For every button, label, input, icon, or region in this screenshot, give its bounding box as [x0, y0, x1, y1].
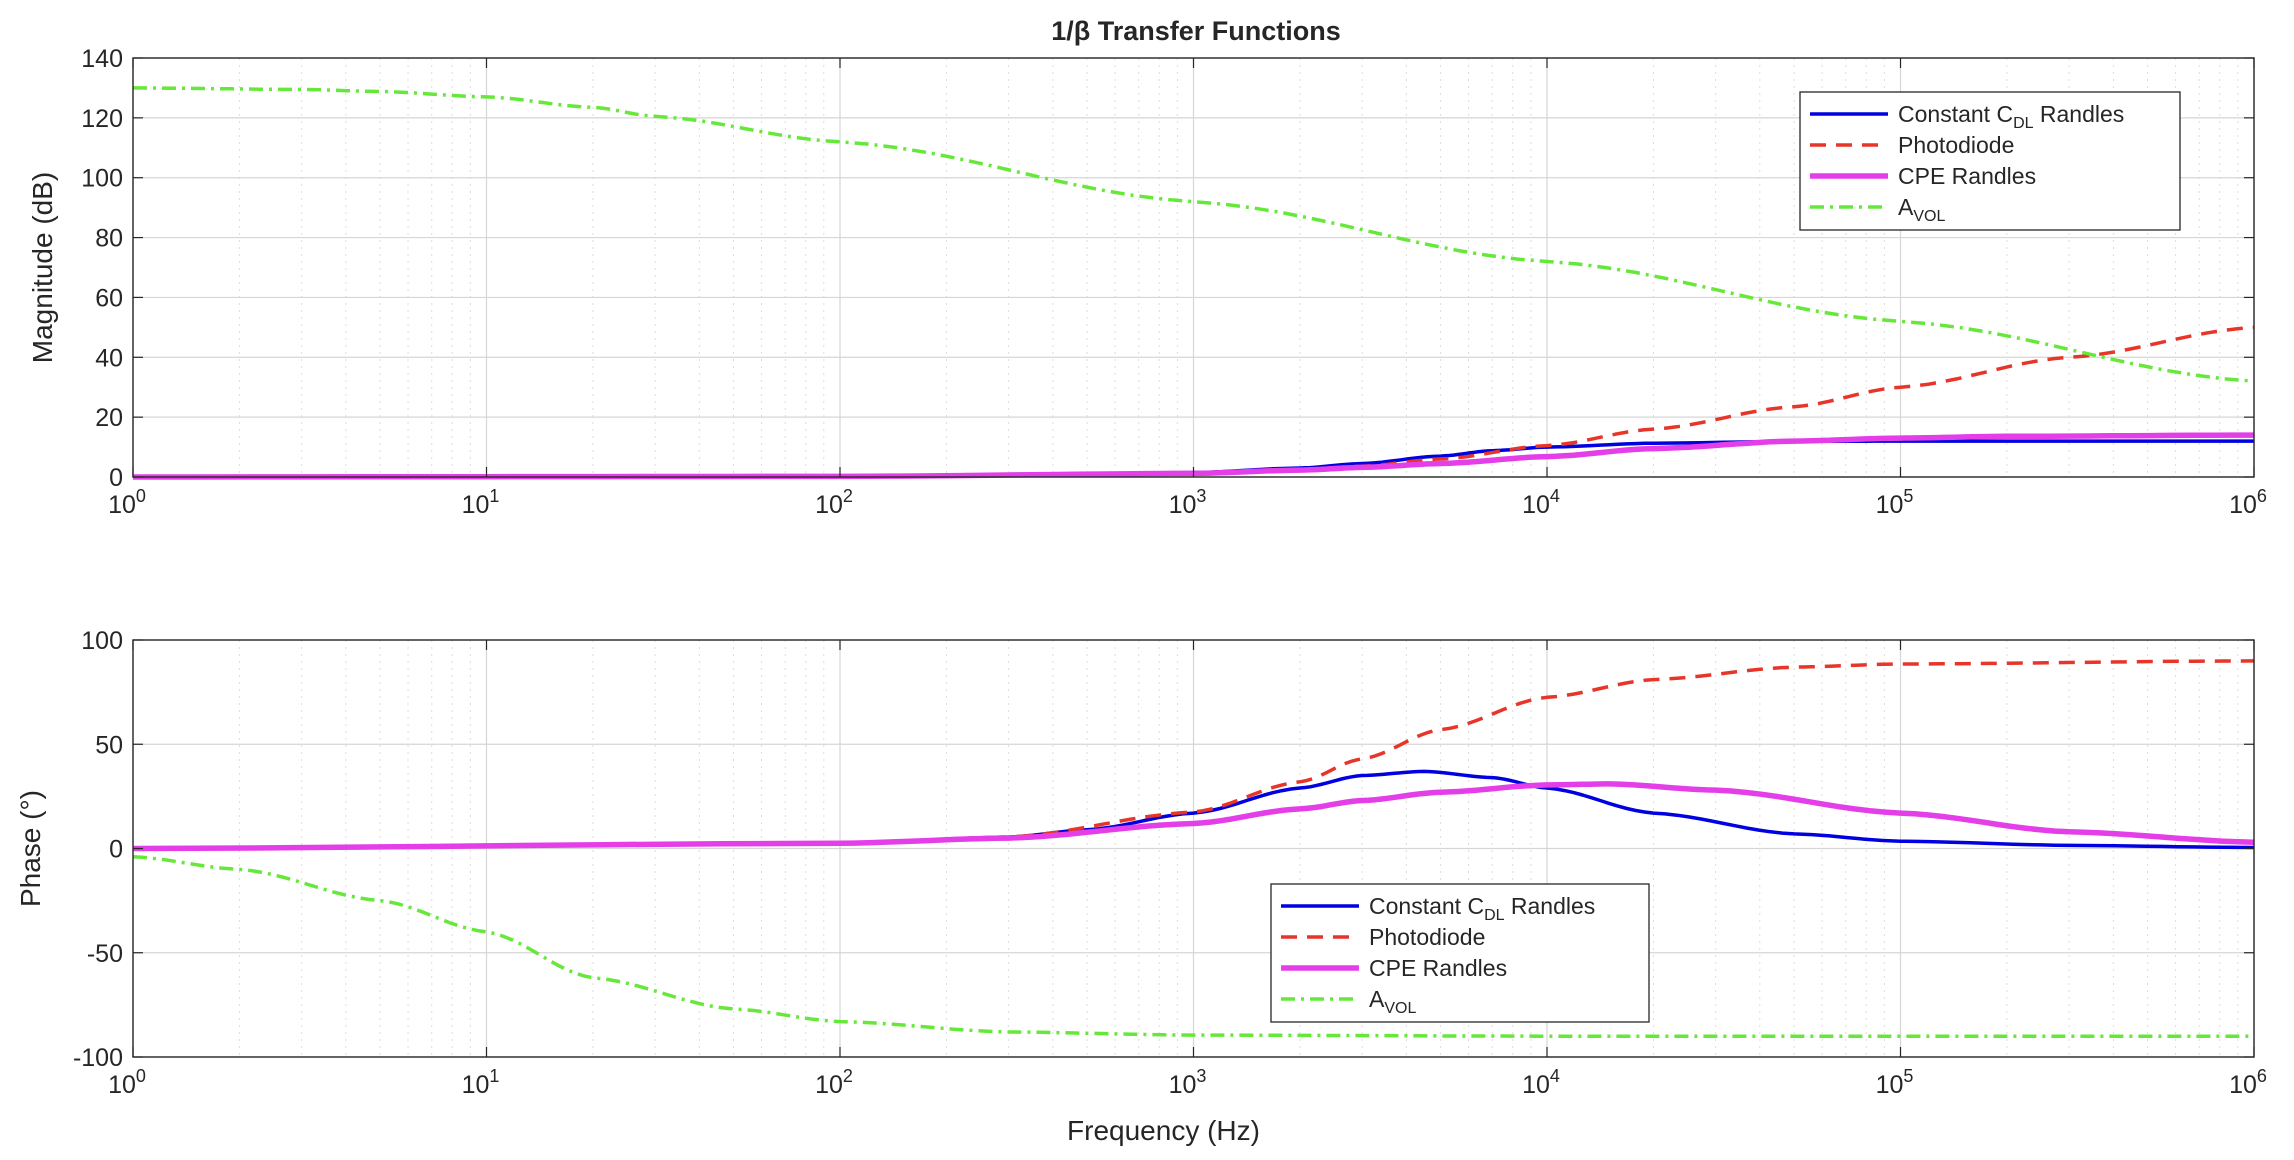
- y-axis-label: Magnitude (dB): [27, 172, 58, 363]
- y-tick-label: 100: [81, 627, 123, 655]
- x-axis-label: Frequency (Hz): [1067, 1115, 1260, 1146]
- y-tick-label: 40: [95, 344, 123, 372]
- x-tick-label: 104: [1522, 486, 1560, 519]
- y-tick-label: -100: [73, 1044, 123, 1072]
- y-tick-label: 140: [81, 45, 123, 73]
- legend-label: Constant CDL Randles: [1898, 101, 2124, 132]
- y-tick-label: 20: [95, 404, 123, 432]
- legend-label: CPE Randles: [1369, 955, 1507, 981]
- y-tick-label: 100: [81, 165, 123, 193]
- legend-label: AVOL: [1898, 194, 1945, 225]
- series-group: [132, 659, 2255, 1038]
- series-line-cpe-randles: [132, 781, 2255, 852]
- series-line-a-vol: [132, 86, 2255, 383]
- series-group: [132, 86, 2255, 480]
- y-tick-label: -50: [87, 940, 123, 968]
- y-axis-label: Phase (°): [15, 790, 46, 907]
- legend-label: CPE Randles: [1898, 163, 2036, 189]
- y-tick-label: 50: [95, 731, 123, 759]
- legend-label: Photodiode: [1898, 132, 2014, 158]
- chart-title: 1/β Transfer Functions: [1051, 16, 1341, 46]
- legend-label: Constant CDL Randles: [1369, 893, 1595, 924]
- legend-label: Photodiode: [1369, 924, 1485, 950]
- y-tick-label: 0: [109, 836, 123, 864]
- series-line-cpe-randles: [133, 432, 2254, 480]
- y-tick-label: 120: [81, 105, 123, 133]
- y-tick-label: 80: [95, 225, 123, 253]
- y-tick-label: 0: [109, 464, 123, 492]
- y-tick-label: 60: [95, 284, 123, 312]
- series-line-a-vol: [132, 855, 2254, 1038]
